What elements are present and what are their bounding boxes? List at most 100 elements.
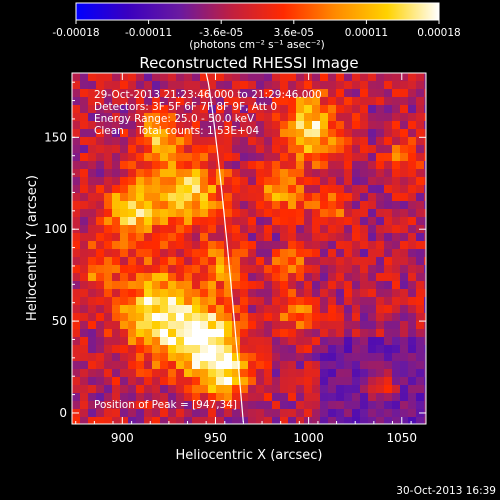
heatmap-cell: [96, 201, 105, 210]
heatmap-cell: [120, 321, 129, 330]
heatmap-cell: [168, 257, 177, 266]
heatmap-cell: [80, 297, 89, 306]
heatmap-cell: [328, 369, 337, 378]
heatmap-cell: [232, 233, 241, 242]
heatmap-cell: [208, 289, 217, 298]
heatmap-cell: [400, 305, 409, 314]
colorbar: -0.00018 -0.00011 -3.6e-05 3.6e-05 0.00011 0.…: [52, 2, 461, 51]
heatmap-cell: [312, 353, 321, 362]
heatmap-cell: [248, 121, 257, 130]
heatmap-cell: [360, 129, 369, 138]
heatmap-cell: [264, 209, 273, 218]
heatmap-cell: [96, 153, 105, 162]
heatmap-cell: [392, 321, 401, 330]
heatmap-cell: [72, 417, 81, 424]
heatmap-cell: [272, 329, 281, 338]
heatmap-cell: [184, 361, 193, 370]
heatmap-cell: [112, 361, 121, 370]
heatmap-cell: [400, 369, 409, 378]
heatmap-cell: [376, 225, 385, 234]
heatmap-cell: [144, 337, 153, 346]
heatmap-cell: [328, 241, 337, 250]
heatmap-cell: [192, 153, 201, 162]
heatmap-cell: [424, 393, 426, 402]
heatmap-cell: [376, 385, 385, 394]
heatmap-cell: [320, 297, 329, 306]
heatmap-cell: [120, 161, 129, 170]
heatmap-cell: [392, 313, 401, 322]
heatmap-cell: [288, 113, 297, 122]
heatmap-cell: [104, 193, 113, 202]
heatmap-cell: [208, 369, 217, 378]
heatmap-cell: [104, 121, 113, 130]
heatmap-cell: [224, 369, 233, 378]
heatmap-cell: [248, 81, 257, 90]
heatmap-cell: [216, 401, 225, 410]
heatmap-cell: [152, 289, 161, 298]
heatmap-cell: [304, 321, 313, 330]
heatmap-cell: [280, 137, 289, 146]
heatmap-cell: [152, 233, 161, 242]
heatmap-cell: [120, 273, 129, 282]
heatmap-cell: [264, 417, 273, 424]
heatmap-cell: [392, 273, 401, 282]
heatmap-cell: [248, 129, 257, 138]
heatmap-cell: [256, 201, 265, 210]
heatmap-cell: [352, 257, 361, 266]
heatmap-cell: [152, 377, 161, 386]
heatmap-cell: [176, 313, 185, 322]
heatmap-cell: [328, 201, 337, 210]
heatmap-cell: [80, 369, 89, 378]
heatmap-cell: [352, 385, 361, 394]
heatmap-cell: [336, 73, 345, 82]
heatmap-cell: [248, 201, 257, 210]
heatmap-cell: [304, 297, 313, 306]
heatmap-cell: [336, 185, 345, 194]
heatmap-cell: [200, 81, 209, 90]
heatmap-cell: [416, 361, 425, 370]
heatmap-cell: [176, 249, 185, 258]
heatmap-cell: [200, 193, 209, 202]
heatmap-cell: [224, 153, 233, 162]
heatmap-cell: [328, 233, 337, 242]
heatmap-cell: [136, 241, 145, 250]
heatmap-cell: [240, 273, 249, 282]
heatmap-cell: [112, 185, 121, 194]
heatmap-cell: [280, 409, 289, 418]
heatmap-cell: [328, 185, 337, 194]
heatmap-cell: [152, 217, 161, 226]
heatmap-cell: [328, 305, 337, 314]
heatmap-cell: [224, 393, 233, 402]
heatmap-cell: [224, 345, 233, 354]
heatmap-cell: [208, 281, 217, 290]
heatmap-cell: [160, 345, 169, 354]
heatmap-cell: [272, 233, 281, 242]
heatmap-cell: [344, 337, 353, 346]
heatmap-cell: [104, 417, 113, 424]
heatmap-cell: [408, 385, 417, 394]
heatmap-cell: [392, 145, 401, 154]
heatmap-cell: [360, 257, 369, 266]
heatmap-cell: [224, 377, 233, 386]
heatmap-cell: [128, 97, 137, 106]
heatmap-cell: [288, 337, 297, 346]
heatmap-cell: [344, 329, 353, 338]
heatmap-cell: [168, 369, 177, 378]
heatmap-cell: [344, 201, 353, 210]
heatmap-cell: [152, 241, 161, 250]
heatmap-cell: [160, 137, 169, 146]
heatmap-cell: [360, 337, 369, 346]
heatmap-cell: [200, 89, 209, 98]
heatmap-cell: [128, 273, 137, 282]
heatmap-cell: [104, 353, 113, 362]
heatmap-cell: [392, 81, 401, 90]
heatmap-cell: [208, 409, 217, 418]
heatmap-cell: [320, 361, 329, 370]
heatmap-cell: [80, 121, 89, 130]
heatmap-cell: [256, 129, 265, 138]
heatmap-cell: [152, 361, 161, 370]
heatmap-cell: [176, 257, 185, 266]
heatmap-cell: [256, 265, 265, 274]
heatmap-cell: [184, 305, 193, 314]
